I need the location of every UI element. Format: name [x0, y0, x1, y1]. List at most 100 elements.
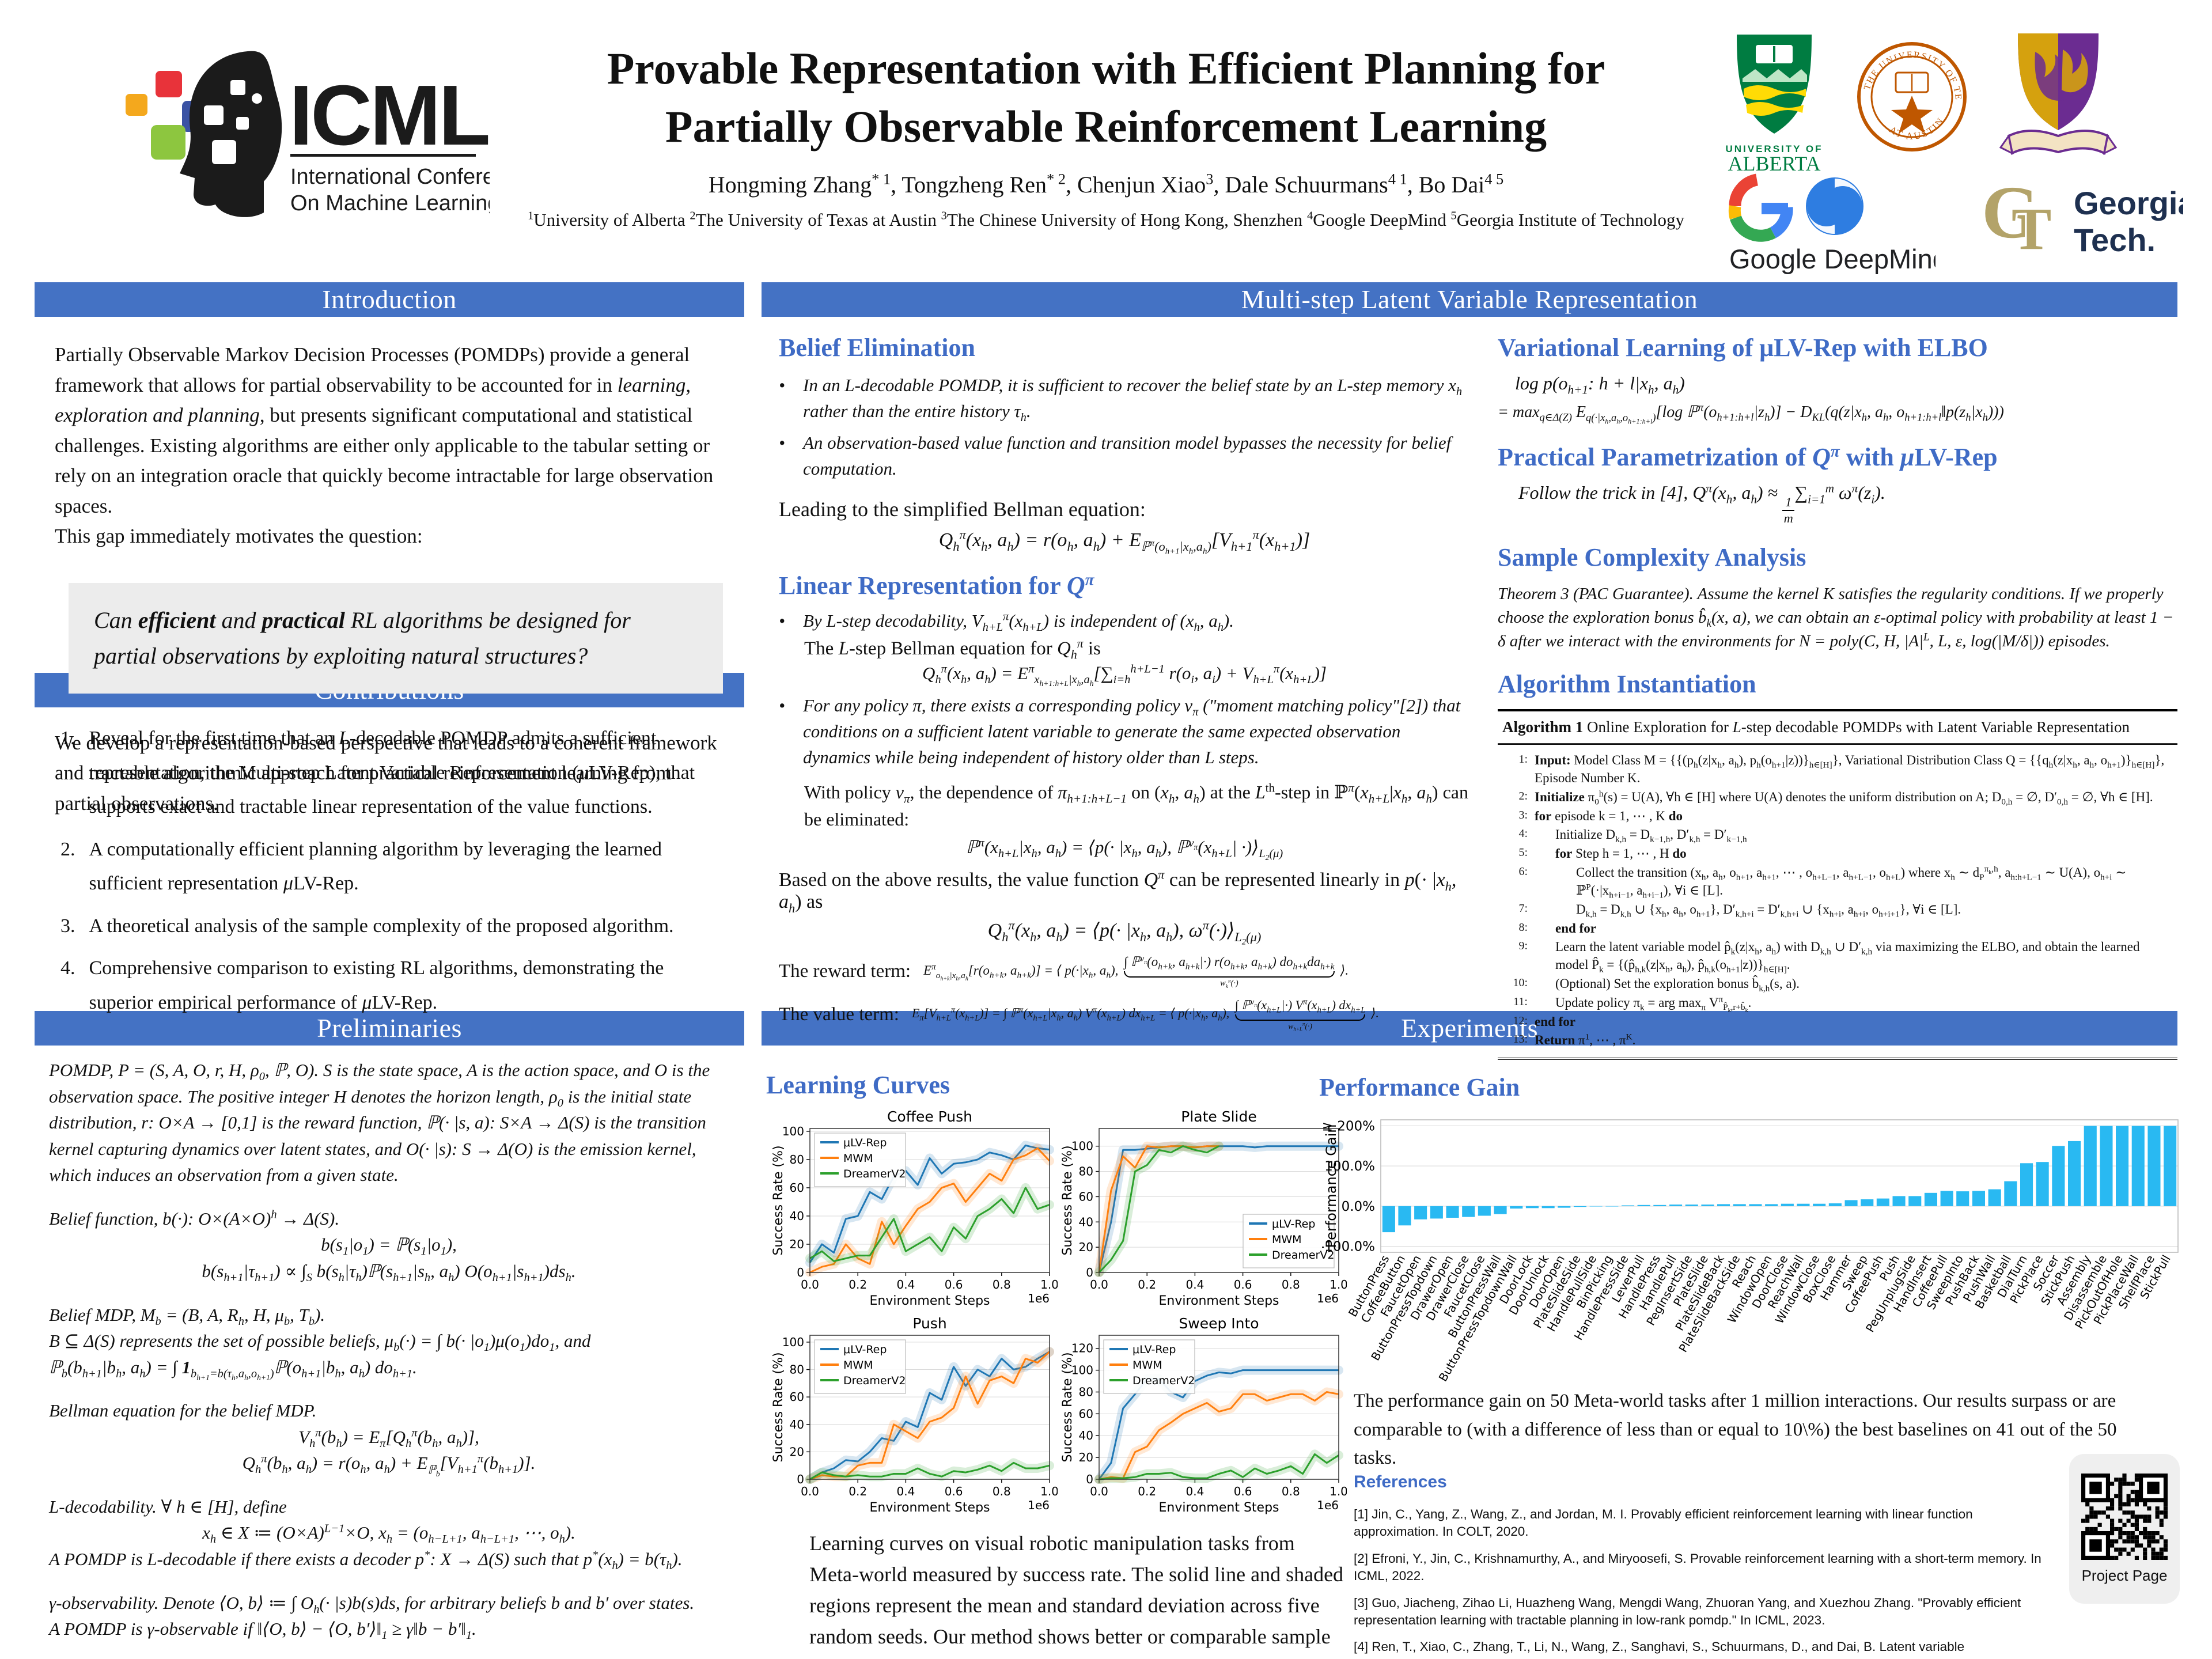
algorithm-line: 4: Initialize Dk,h = Dk−1,h, D′k,h = D′k−… [1518, 827, 1747, 845]
title-block: Provable Representation with Efficient P… [518, 39, 1694, 230]
cuhk-logo [1999, 33, 2118, 156]
svg-text:Environment Steps: Environment Steps [1158, 1501, 1279, 1515]
coffee-push-chart: 0 20 40 60 80 100 0.0 0.2 0.4 0.6 0.8 1.0 Environmen… [771, 1108, 1059, 1312]
contributions-body: 1. Reveal for the first time that an L-de… [60, 721, 723, 1020]
svg-text:40: 40 [790, 1209, 804, 1223]
svg-text:1.0: 1.0 [1040, 1484, 1058, 1498]
svg-text:Success Rate (%): Success Rate (%) [772, 1352, 786, 1462]
sample-complexity-title: Sample Complexity Analysis [1498, 543, 1806, 571]
svg-text:1.0: 1.0 [1040, 1278, 1058, 1291]
svg-text:60: 60 [790, 1390, 804, 1404]
svg-text:60: 60 [1079, 1190, 1093, 1203]
svg-text:0.4: 0.4 [1185, 1278, 1204, 1291]
svg-text:Plate Slide: Plate Slide [1181, 1109, 1256, 1125]
multistep-left-column: Belief Elimination • In an L-decodable PO… [779, 333, 1470, 1032]
svg-text:100: 100 [1071, 1139, 1093, 1153]
svg-text:1.0: 1.0 [1330, 1484, 1347, 1498]
learning-curves-caption: Learning curves on visual robotic manipu… [809, 1532, 1344, 1659]
policy-lead: With policy νπ, the dependence of πh+1:h… [804, 781, 1468, 830]
svg-text:0.0%: 0.0% [1342, 1199, 1375, 1214]
svg-text:40: 40 [1079, 1215, 1093, 1229]
svg-text:0: 0 [797, 1472, 804, 1486]
svg-text:μLV-Rep: μLV-Rep [843, 1137, 887, 1149]
svg-text:ICML: ICML [289, 68, 488, 163]
svg-text:0.0: 0.0 [801, 1484, 819, 1498]
svg-text:20: 20 [1079, 1450, 1093, 1464]
svg-text:Push: Push [912, 1316, 946, 1332]
elbo-line2: = maxq∈Δ(Z) Eq(·|xh,ah,oh+1:h+l)[log ℙπ(… [1498, 402, 2004, 426]
svg-text:0.6: 0.6 [1234, 1484, 1252, 1498]
algorithm-line: 5: for Step h = 1, ⋯ , H do [1518, 846, 1687, 861]
svg-text:0.0: 0.0 [1090, 1278, 1108, 1291]
intro-paragraph: Partially Observable Markov Decision Pro… [55, 343, 714, 517]
svg-text:0: 0 [797, 1266, 804, 1279]
svg-text:60: 60 [1079, 1407, 1093, 1421]
svg-text:40: 40 [1079, 1429, 1093, 1442]
poster-title-line1: Provable Representation with Efficient P… [607, 43, 1605, 93]
svg-text:100.0%: 100.0% [1324, 1159, 1375, 1174]
contribution-item: 1. Reveal for the first time that an L-de… [60, 728, 695, 817]
preliminaries-block: A POMDP is L-decodable if there exists a… [49, 1548, 683, 1573]
plate-slide-chart: 0 20 40 60 80 100 0.0 0.2 0.4 0.6 0.8 1.0 Environmen… [1060, 1108, 1348, 1312]
svg-text:MWM: MWM [843, 1152, 873, 1165]
svg-text:20: 20 [790, 1237, 804, 1251]
poster-title-line2: Partially Observable Reinforcement Learn… [665, 101, 1547, 152]
svg-text:100: 100 [782, 1335, 804, 1349]
references-list: [1] Jin, C., Yang, Z., Wang, Z., and Jor… [1354, 1506, 2045, 1659]
preliminaries-block: ℙb(bh+1|bh, ah) = ∫ 1bh+1=b(τh,ah,oh+1)ℙ… [49, 1357, 417, 1382]
svg-text:0.6: 0.6 [1234, 1278, 1252, 1291]
linear-representation-title: Linear Representation for Qπ [779, 570, 1094, 600]
experiments-header: Experiments [762, 1011, 2177, 1046]
project-page-panel: Project Page [2069, 1454, 2180, 1604]
svg-text:International Conference: International Conference [290, 165, 490, 189]
svg-text:0.2: 0.2 [1138, 1484, 1156, 1498]
algorithm-line: 9: Learn the latent variable model p̂k(z|… [1518, 940, 2140, 975]
preliminaries-block: b(sh+1|τh+1) ∝ ∫S b(sh|τh)ℙ(sh+1|sh, ah)… [202, 1260, 576, 1285]
preliminaries-block: γ-observability. Denote ⟨O, b⟩ ≔ ∫ Oh(· … [49, 1592, 695, 1616]
motivating-question: Can efficient and practical RL algorithm… [69, 582, 723, 694]
preliminaries-block: L-decodability. ∀ h ∈ [H], define [49, 1496, 287, 1517]
icml-logo: ICML International Conference On Machine… [63, 43, 530, 225]
simplified-bellman-formula: Qhπ(xh, ah) = r(oh, ah) + Eℙπ(oh+1|xh,ah… [938, 527, 1310, 556]
reference-item: [4] Ren, T., Xiao, C., Zhang, T., Li, N.… [1354, 1639, 1965, 1659]
elimination-formula: ℙπ(xh+L|xh, ah) = ⟨p(· |xh, ah), ℙνπ(xh+… [965, 836, 1283, 862]
elbo-line1: log p(oh+1: h + l|xh, ah) [1515, 373, 1685, 397]
belief-elimination-bullet: • An observation-based value function and… [779, 432, 1452, 479]
icml-logo-square-red [156, 71, 182, 97]
references-title: References [1354, 1472, 1447, 1491]
practical-title: Practical Parametrization of Qπ with μLV… [1498, 442, 1998, 471]
preliminaries-block: Bellman equation for the belief MDP. [49, 1400, 317, 1421]
introduction-header: Introduction [35, 282, 744, 317]
svg-text:MWM: MWM [1272, 1233, 1302, 1246]
learning-curves-grid: 0 20 40 60 80 100 0.0 0.2 0.4 0.6 0.8 1.0 Environmen… [771, 1108, 1348, 1519]
algorithm-line: 1: Input: Model Class M = {{(ph(z|xh, ah)… [1518, 753, 2165, 786]
svg-text:Tech.: Tech. [2074, 222, 2156, 258]
svg-text:0.8: 0.8 [993, 1278, 1011, 1291]
algorithm-line: 8: end for [1518, 921, 1596, 935]
performance-gain-title: Performance Gain [1319, 1073, 1520, 1101]
algorithm-line: 10: (Optional) Set the exploration bonus … [1513, 976, 1800, 994]
algorithm-line: 11: Update policy πk = arg maxπ VπP̂k,r+b… [1513, 994, 1752, 1014]
preliminaries-block: POMDP, P = (S, A, O, r, H, ρ0, ℙ, O). S … [49, 1060, 710, 1185]
svg-text:0.6: 0.6 [945, 1484, 963, 1498]
preliminaries-block: Vhπ(bh) = Eπ[Qhπ(bh, ah)], [298, 1426, 479, 1450]
lstep-lead: The L-step Bellman equation for Qhπ is [804, 637, 1101, 662]
algorithm-box: Algorithm 1 Online Exploration for L-ste… [1498, 709, 2177, 1060]
linear-q-formula: Qhπ(xh, ah) = ⟨p(· |xh, ah), ωπ(·)⟩L2(μ) [987, 918, 1262, 947]
icml-logo-square-orange [126, 94, 147, 116]
algorithm-line: 2: Initialize π0h(s) = U(A), ∀h ∈ [H] whe… [1518, 789, 2153, 807]
svg-text:Google DeepMind: Google DeepMind [1729, 244, 1936, 274]
svg-text:μLV-Rep: μLV-Rep [843, 1343, 887, 1356]
intro-gap-line: This gap immediately motivates the quest… [55, 525, 423, 547]
svg-text:UNIVERSITY OF: UNIVERSITY OF [1725, 143, 1823, 154]
svg-text:0: 0 [1086, 1472, 1093, 1486]
svg-text:On Machine Learning: On Machine Learning [290, 191, 490, 215]
svg-text:80: 80 [1079, 1385, 1093, 1399]
preliminaries-block: Qhπ(bh, ah) = r(oh, ah) + Eℙb[Vh+1π(bh+1… [242, 1452, 536, 1478]
based-lead: Based on the above results, the value fu… [779, 867, 1457, 915]
svg-text:Sweep Into: Sweep Into [1179, 1316, 1259, 1332]
svg-text:1e6: 1e6 [1028, 1498, 1050, 1512]
contribution-item: 4. Comprehensive comparison to existing R… [60, 957, 664, 1013]
org-logos: Google DeepMind G T Georgia Tech. [1728, 173, 2183, 276]
preliminaries-block: B ⊆ Δ(S) represents the set of possible … [49, 1331, 591, 1354]
